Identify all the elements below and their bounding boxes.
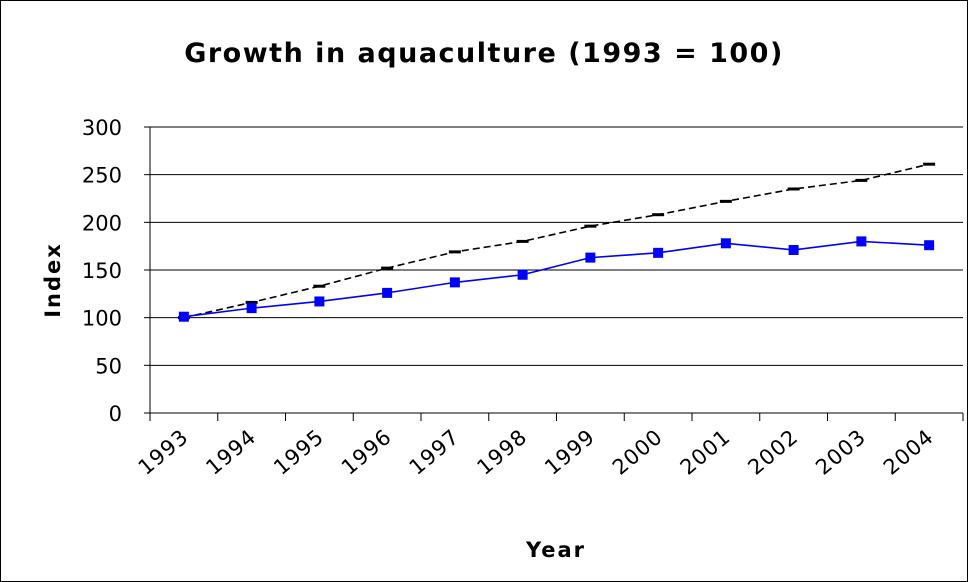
data-point-square xyxy=(449,277,460,288)
data-point-square xyxy=(178,311,189,322)
y-axis-label: Index xyxy=(41,242,65,318)
y-tick-label: 250 xyxy=(82,164,122,188)
data-point-square xyxy=(653,247,664,258)
data-point-square xyxy=(924,240,935,251)
axes xyxy=(144,126,964,421)
gridlines xyxy=(150,126,963,366)
x-tick-label: 2001 xyxy=(676,424,735,479)
x-tick-label: 1994 xyxy=(201,424,260,479)
y-tick-label: 100 xyxy=(82,307,122,331)
data-point-square xyxy=(720,238,731,249)
x-tick-labels: 1993 1994 1995 1996 1997 1998 1999 2000 2001 2002… xyxy=(134,424,939,479)
series-line xyxy=(183,240,930,318)
x-tick-label: 1995 xyxy=(269,424,328,479)
x-tick-label: 2003 xyxy=(811,424,870,479)
data-point-square xyxy=(314,296,325,307)
y-tick-label: 0 xyxy=(109,402,122,426)
data-point-square xyxy=(788,244,799,255)
x-tick-label: 2004 xyxy=(879,424,938,479)
x-tick-label: 2002 xyxy=(743,424,802,479)
data-point-square xyxy=(246,303,257,314)
y-tick-label: 150 xyxy=(82,259,122,283)
x-tick-label: 1993 xyxy=(134,424,193,479)
y-tick-label: 300 xyxy=(82,116,122,140)
series-group xyxy=(177,162,936,322)
data-point-square xyxy=(517,269,528,280)
y-tick-label: 50 xyxy=(95,354,122,378)
x-tick-label: 1997 xyxy=(405,424,464,479)
x-tick-label: 1999 xyxy=(540,424,599,479)
x-tick-label: 1998 xyxy=(472,424,531,479)
x-axis-label: Year xyxy=(525,538,586,562)
series-line xyxy=(183,163,930,319)
y-tick-labels: 0 50 100 150 200 250 300 xyxy=(82,116,122,426)
data-point-square xyxy=(856,236,867,247)
data-point-square xyxy=(585,252,596,263)
x-tick-label: 2000 xyxy=(608,424,667,479)
x-tick-label: 1996 xyxy=(337,424,396,479)
y-tick-label: 200 xyxy=(82,211,122,235)
chart-title: Growth in aquaculture (1993 = 100) xyxy=(184,38,784,69)
data-point-square xyxy=(382,287,393,298)
